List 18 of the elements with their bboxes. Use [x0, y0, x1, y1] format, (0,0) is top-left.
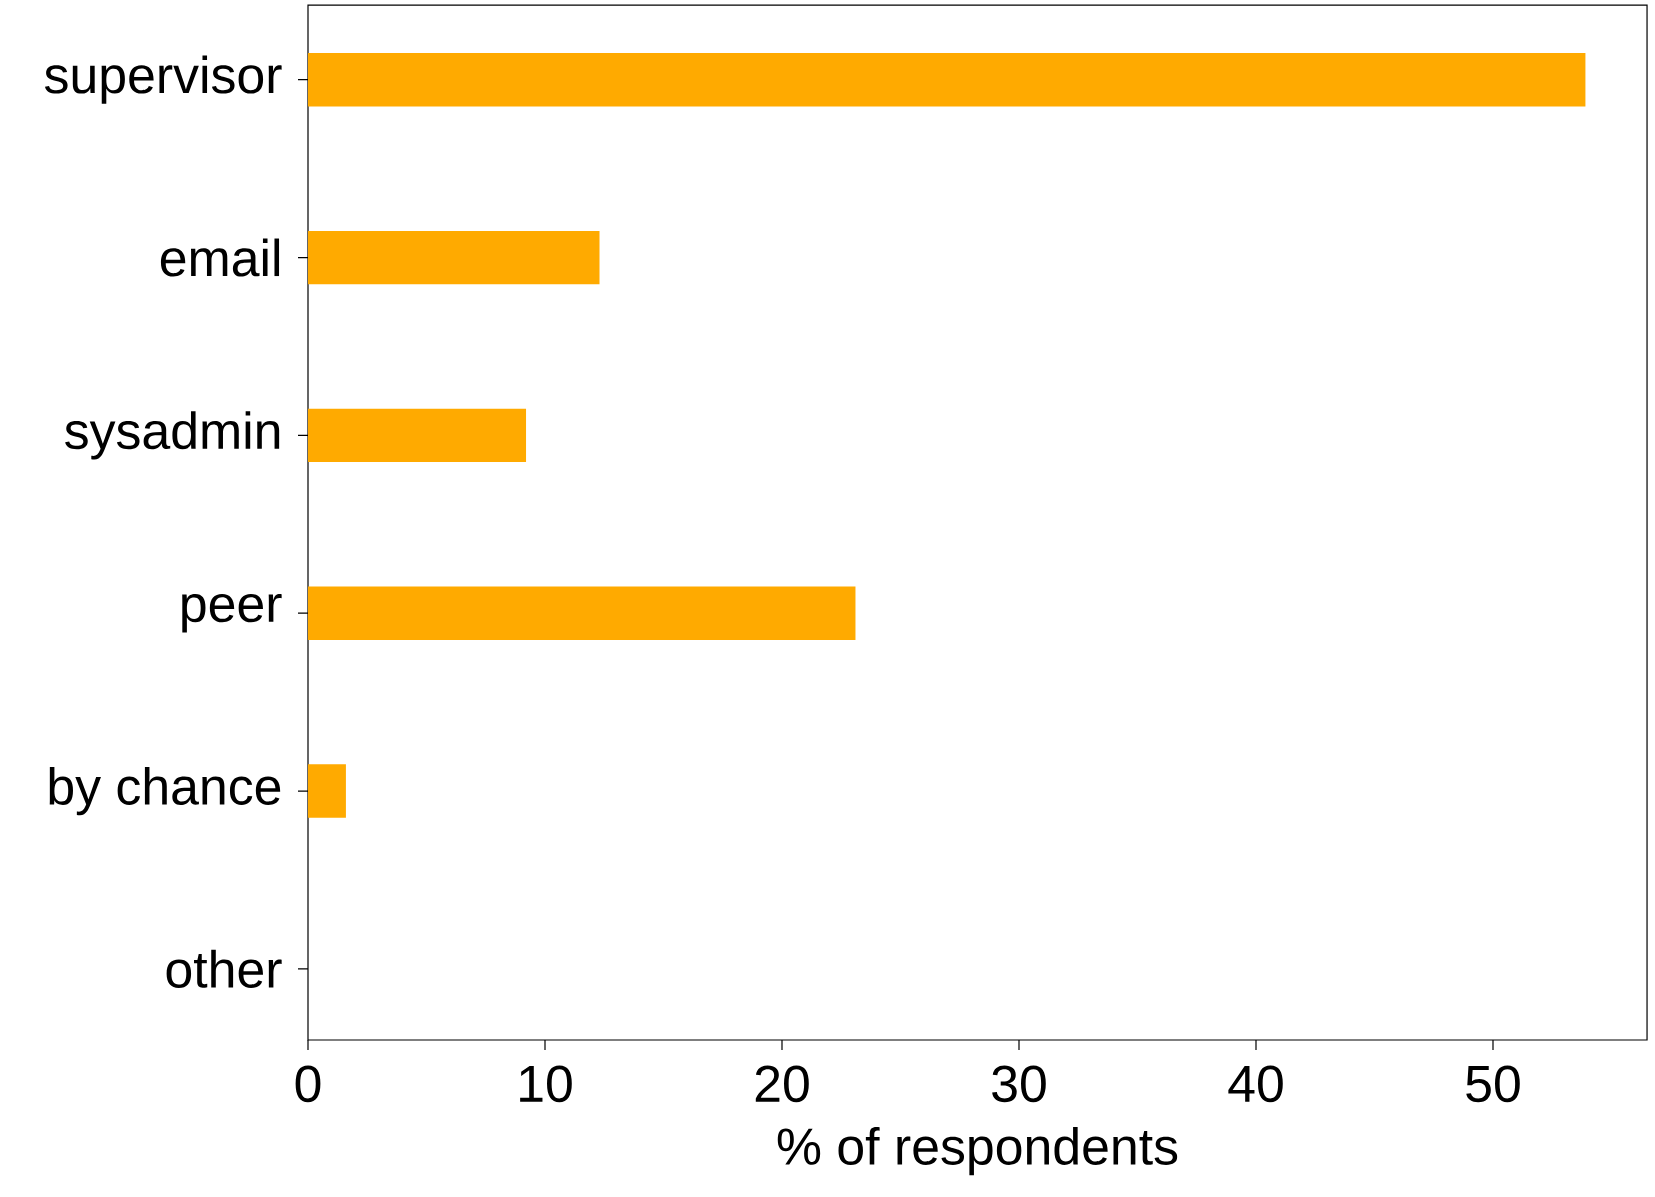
bar	[308, 408, 527, 463]
x-tick-label: 10	[520, 1065, 572, 1103]
y-tick-label: sysadmin	[65, 411, 280, 460]
bar	[308, 764, 346, 818]
bar	[308, 586, 856, 640]
y-tick-label: by chance	[49, 766, 281, 816]
bar	[308, 230, 600, 285]
y-tick-label: email	[160, 238, 280, 277]
x-tick-label: 0	[295, 1065, 321, 1103]
y-tick-label: supervisor	[44, 55, 282, 104]
y-tick-label: other	[166, 949, 282, 988]
y-tick-label: peer	[182, 593, 282, 633]
x-tick-label: 30	[992, 1065, 1046, 1103]
x-tick-label: 40	[1228, 1065, 1283, 1103]
x-tick-label: 50	[1466, 1065, 1520, 1103]
x-tick-label: 20	[755, 1065, 809, 1103]
x-axis-title: % of respondents	[777, 1126, 1178, 1176]
bar	[308, 53, 1586, 107]
